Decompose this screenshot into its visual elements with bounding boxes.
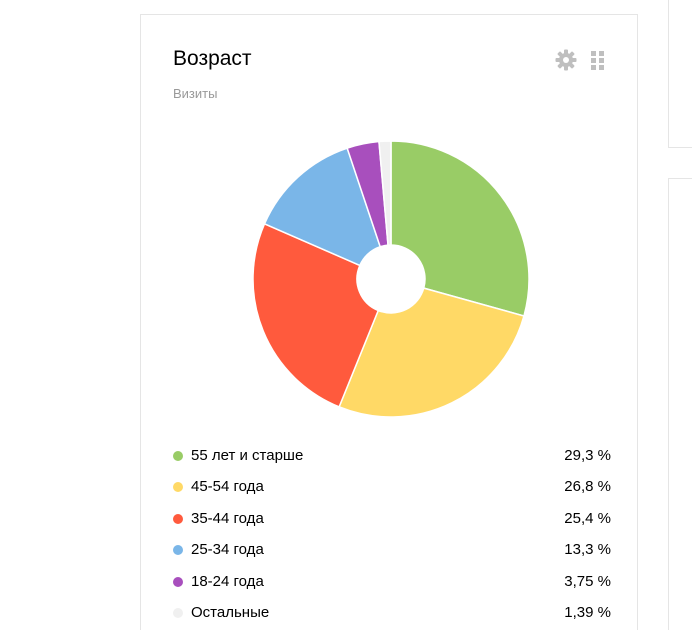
- legend-color-dot: [173, 513, 183, 524]
- legend-label: 18-24 года: [191, 572, 264, 590]
- legend-item[interactable]: 18-24 года 3,75 %: [173, 571, 611, 602]
- pie-slice-5[interactable]: [378, 140, 392, 246]
- legend-label: Остальные: [191, 603, 270, 621]
- legend-value: 25,4 %: [564, 509, 611, 527]
- settings-button[interactable]: [554, 48, 578, 72]
- legend-color-dot: [173, 545, 183, 556]
- adjacent-widget-top: [668, 0, 692, 148]
- drag-handle-icon: [591, 51, 604, 70]
- age-widget: Возраст Визиты 55 лет и старше 29,3 % 45-5…: [140, 14, 638, 630]
- legend-color-dot: [173, 451, 183, 461]
- widget-title: Возраст: [173, 47, 252, 70]
- widget-subtitle: Визиты: [173, 86, 218, 101]
- legend-label: 45-54 года: [191, 478, 264, 496]
- legend-item[interactable]: 25-34 года 13,3 %: [173, 539, 611, 570]
- pie-slice-0[interactable]: [390, 140, 530, 317]
- legend-label: 55 лет и старше: [191, 447, 304, 464]
- legend-item[interactable]: Остальные 1,39 %: [173, 602, 611, 630]
- pie-slice-3[interactable]: [263, 147, 382, 267]
- legend-color-dot: [173, 576, 183, 587]
- legend-label: 25-34 года: [191, 541, 264, 559]
- legend-item[interactable]: 35-44 года 25,4 %: [173, 508, 611, 539]
- legend-color-dot: [173, 607, 183, 618]
- pie-slice-2[interactable]: [252, 222, 380, 408]
- legend-item[interactable]: 55 лет и старше 29,3 %: [173, 445, 611, 476]
- legend-color-dot: [173, 482, 183, 493]
- legend-value: 26,8 %: [564, 478, 611, 496]
- legend-label: 35-44 года: [191, 509, 264, 527]
- pie-slice-1[interactable]: [338, 287, 525, 418]
- drag-handle-button[interactable]: [589, 50, 607, 70]
- legend-item[interactable]: 45-54 года 26,8 %: [173, 476, 611, 507]
- gear-icon: [555, 49, 577, 71]
- legend-value: 1,39 %: [564, 603, 611, 621]
- legend-value: 13,3 %: [564, 541, 611, 559]
- age-pie-chart: [252, 140, 530, 418]
- chart-legend: 55 лет и старше 29,3 % 45-54 года 26,8 % 35-…: [173, 445, 611, 630]
- legend-value: 3,75 %: [564, 572, 611, 590]
- adjacent-widget-bottom: [668, 178, 692, 630]
- legend-value: 29,3 %: [564, 447, 611, 464]
